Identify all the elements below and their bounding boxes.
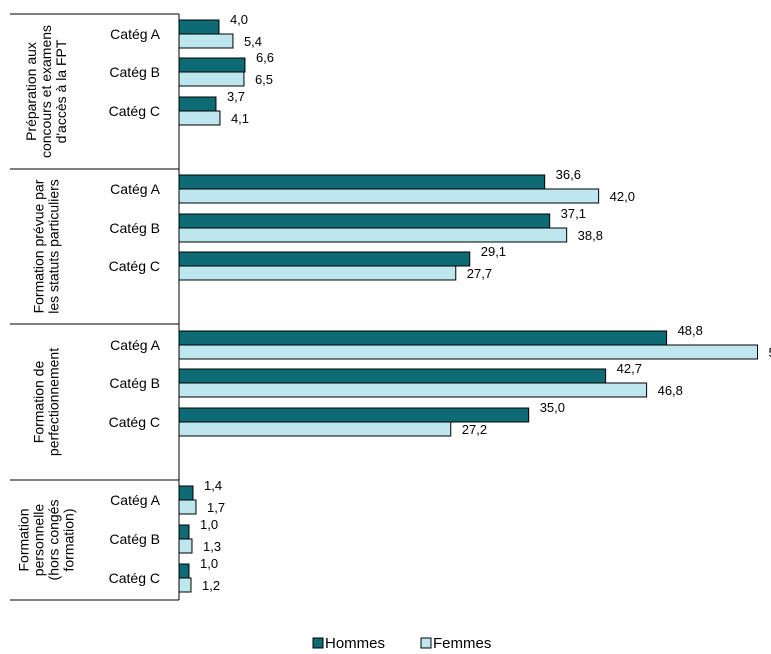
group-label-line: concours et examens (38, 25, 54, 158)
data-label-hommes: 29,1 (481, 244, 506, 259)
category-tick-label: Catég A (110, 181, 160, 197)
group-label: Formation deperfectionnement (31, 348, 62, 456)
category-tick-label: Catég A (110, 337, 160, 353)
category-tick-label: Catég B (109, 531, 160, 547)
data-label-hommes: 37,1 (561, 206, 586, 221)
legend-swatch-femmes (420, 637, 432, 649)
data-label-hommes: 4,0 (230, 12, 248, 27)
category-tick-label: Catég C (109, 258, 160, 274)
group-label-line: personnelle (31, 504, 47, 577)
data-label-femmes: 1,2 (202, 578, 220, 593)
bar-hommes (178, 407, 530, 423)
data-label-hommes: 1,4 (204, 478, 222, 493)
bar-hommes (178, 96, 217, 112)
legend-label-hommes: Hommes (325, 635, 385, 652)
group-label-line: Formation de (31, 361, 47, 444)
data-label-femmes: 38,8 (578, 228, 603, 243)
category-tick-label: Catég B (109, 375, 160, 391)
group-label: Formationpersonnelle(hors congésformatio… (16, 500, 77, 581)
data-label-femmes: 6,5 (255, 72, 273, 87)
bar-femmes (178, 265, 457, 281)
group-label-line: perfectionnement (46, 348, 62, 456)
group-label: Formation prévue parles statuts particul… (31, 179, 62, 314)
data-label-hommes: 1,0 (200, 517, 218, 532)
data-label-femmes: 46,8 (658, 383, 683, 398)
data-label-hommes: 35,0 (540, 400, 565, 415)
data-label-femmes: 4,1 (231, 111, 249, 126)
bar-femmes (178, 110, 221, 126)
category-tick-label: Catég B (109, 64, 160, 80)
category-tick-label: Catég C (109, 570, 160, 586)
bar-femmes (178, 227, 568, 243)
data-label-hommes: 42,7 (617, 361, 642, 376)
data-label-femmes: 27,2 (462, 422, 487, 437)
bar-hommes (178, 563, 190, 579)
category-tick-label: Catég A (110, 492, 160, 508)
bar-hommes (178, 368, 607, 384)
category-tick-label: Catég C (109, 414, 160, 430)
group-label-line: les statuts particuliers (46, 179, 62, 314)
data-label-hommes: 6,6 (256, 50, 274, 65)
bar-femmes (178, 188, 600, 204)
group-label-line: d'accès à la FPT (53, 39, 69, 143)
group-label-line: (hors congés (46, 500, 62, 581)
bar-hommes (178, 330, 668, 346)
data-label-femmes: 42,0 (610, 189, 635, 204)
bar-hommes (178, 174, 546, 190)
bar-femmes (178, 33, 234, 49)
data-label-hommes: 1,0 (200, 556, 218, 571)
bar-hommes (178, 57, 246, 73)
data-label-hommes: 36,6 (556, 167, 581, 182)
bar-femmes (178, 577, 192, 593)
bar-femmes (178, 499, 197, 515)
bar-hommes (178, 213, 551, 229)
bar-hommes (178, 524, 190, 540)
data-label-femmes: 1,7 (207, 500, 225, 515)
bar-femmes (178, 538, 193, 554)
data-label-femmes: 57,9 (769, 345, 771, 360)
data-label-femmes: 1,3 (203, 539, 221, 554)
category-tick-label: Catég C (109, 103, 160, 119)
data-label-hommes: 3,7 (227, 89, 245, 104)
bar-hommes (178, 19, 220, 35)
group-label-line: Préparation aux (23, 42, 39, 141)
bar-hommes (178, 251, 471, 267)
group-label: Préparation auxconcours et examensd'accè… (23, 25, 69, 158)
data-label-femmes: 5,4 (244, 34, 262, 49)
bar-femmes (178, 421, 452, 437)
group-label-line: Formation prévue par (31, 179, 47, 313)
category-tick-label: Catég B (109, 220, 160, 236)
bar-hommes (178, 485, 194, 501)
legend-swatch-hommes (312, 637, 324, 649)
bar-femmes (178, 382, 648, 398)
bar-femmes (178, 344, 758, 360)
group-label-line: formation) (61, 508, 77, 571)
group-label-line: Formation (16, 508, 32, 571)
data-label-femmes: 27,7 (467, 266, 492, 281)
bar-femmes (178, 71, 245, 87)
legend-label-femmes: Femmes (433, 635, 491, 652)
data-label-hommes: 48,8 (678, 323, 703, 338)
category-tick-label: Catég A (110, 26, 160, 42)
